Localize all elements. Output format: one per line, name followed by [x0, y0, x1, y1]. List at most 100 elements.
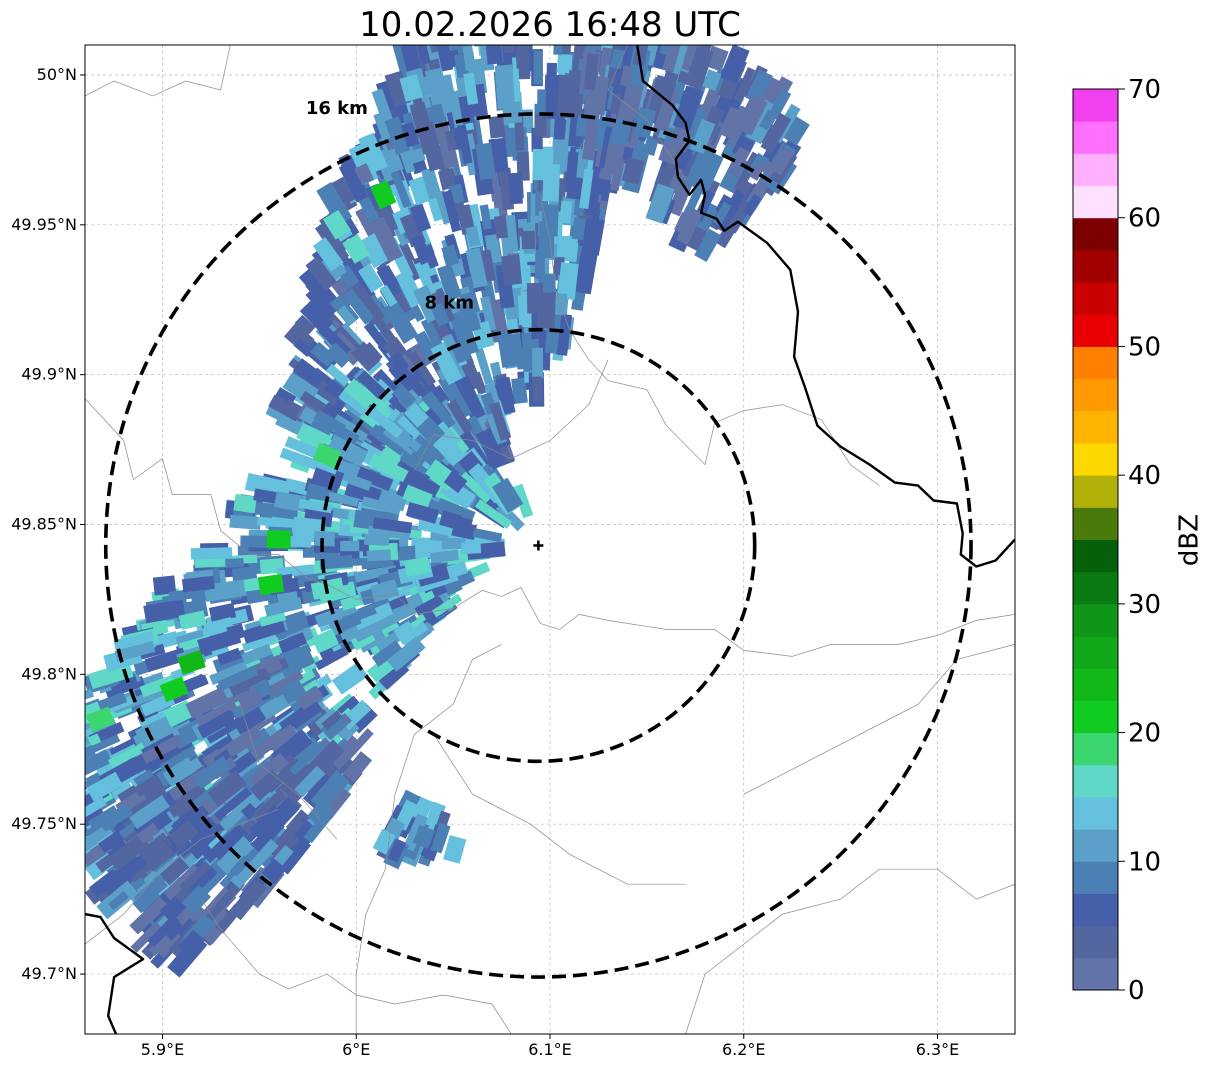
- echo-bin: [537, 89, 546, 114]
- echo-bin: [108, 835, 147, 871]
- echo-bin: [495, 376, 516, 408]
- echo-bin: [163, 779, 209, 818]
- echo-bin: [338, 387, 371, 417]
- echo-bin: [429, 549, 459, 564]
- echo-bin: [379, 284, 398, 307]
- echo-bin: [464, 0, 482, 43]
- echo-bin: [325, 363, 351, 387]
- echo-bin: [293, 338, 314, 358]
- echo-bin: [543, 74, 562, 120]
- echo-bin: [342, 287, 375, 325]
- echo-bin: [85, 771, 88, 793]
- echo-bin: [640, 0, 665, 19]
- echo-bin: [152, 575, 177, 596]
- echo-bin: [481, 249, 496, 282]
- echo-bin: [286, 535, 312, 548]
- y-tick-label: 49.95°N: [11, 215, 77, 234]
- echo-bin: [436, 263, 463, 302]
- echo-bin: [361, 496, 402, 515]
- echo-bin: [51, 729, 80, 749]
- echo-bin: [719, 45, 750, 84]
- echo-bin: [163, 699, 195, 728]
- echo-bin: [515, 45, 531, 80]
- echo-bin: [192, 755, 232, 789]
- echo-bin: [46, 754, 77, 778]
- echo-bin: [676, 207, 703, 246]
- echo-bin: [133, 774, 162, 798]
- colorbar-tick-label: 30: [1128, 590, 1161, 620]
- radar-map: 8 km 16 km 5.9°E 6°E 6.1°E 6.2°E 6.3°E 50°N 49…: [11, 0, 1016, 1059]
- echo-bin: [338, 161, 369, 203]
- echo-bin: [425, 459, 452, 486]
- echo-bin: [441, 244, 460, 267]
- echo-bin: [516, 0, 528, 30]
- echo-bin: [147, 914, 180, 948]
- echo-bin: [242, 618, 286, 644]
- echo-bin: [410, 234, 433, 266]
- echo-bin: [216, 647, 242, 666]
- echo-bin: [571, 217, 586, 241]
- echo-bin: [143, 783, 168, 806]
- colorbar-swatch: [1073, 957, 1118, 991]
- colorbar-swatch: [1073, 410, 1118, 444]
- echo-bin: [541, 204, 559, 237]
- echo-bin: [444, 130, 458, 151]
- echo-bin: [207, 770, 247, 807]
- echo-bin: [95, 691, 128, 713]
- echo-bin: [85, 688, 95, 703]
- echo-bin: [440, 0, 455, 38]
- echo-bin: [294, 314, 316, 336]
- echo-bin: [430, 822, 451, 854]
- echo-bin: [314, 646, 349, 671]
- echo-bin: [375, 78, 406, 125]
- echo-bin: [321, 710, 343, 731]
- echo-bin: [249, 752, 289, 790]
- echo-bin: [213, 838, 239, 865]
- echo-bin: [619, 65, 634, 87]
- echo-bin: [427, 197, 443, 222]
- admin-3: [539, 194, 880, 486]
- echo-bin: [13, 775, 43, 800]
- echo-bin: [657, 5, 677, 43]
- echo-bin: [382, 300, 419, 344]
- echo-bin: [340, 540, 360, 552]
- colorbar-swatch: [1073, 603, 1118, 637]
- echo-bin: [653, 87, 680, 133]
- radar-site-marker: [533, 540, 544, 551]
- echo-bin: [259, 611, 287, 627]
- colorbar-swatch: [1073, 861, 1118, 894]
- echo-bin: [368, 453, 409, 483]
- echo-bin: [203, 831, 236, 864]
- admin-boundaries: [85, 45, 1015, 1034]
- echo-bin: [376, 265, 403, 298]
- echo-bin: [533, 50, 542, 85]
- x-axis-ticks: 5.9°E 6°E 6.1°E 6.2°E 6.3°E: [141, 1034, 959, 1059]
- echo-bin: [412, 824, 435, 849]
- echo-bin: [249, 804, 287, 842]
- echo-bin: [390, 171, 412, 209]
- echo-bin: [715, 190, 746, 233]
- echo-bin: [465, 225, 481, 248]
- echo-bin: [442, 190, 462, 233]
- echo-bin: [352, 465, 394, 492]
- echo-bin: [378, 448, 401, 469]
- echo-bin: [312, 237, 344, 272]
- echo-bin: [433, 433, 466, 467]
- echo-bin: [343, 378, 377, 410]
- echo-bin: [347, 474, 372, 491]
- echo-bin: [353, 613, 397, 643]
- x-tick-label: 6.1°E: [528, 1040, 572, 1059]
- echo-bin: [35, 792, 67, 815]
- echo-bin: [534, 113, 547, 136]
- border-north: [636, 45, 1015, 568]
- echo-bin: [132, 886, 161, 914]
- echo-bin: [574, 251, 598, 295]
- echo-bin: [130, 798, 153, 817]
- echo-bin: [441, 45, 457, 48]
- echo-bin: [409, 341, 433, 369]
- admin-1: [85, 45, 231, 97]
- echo-bin: [41, 730, 75, 750]
- echo-bin: [45, 743, 80, 767]
- echo-bin: [404, 556, 431, 577]
- echo-bin: [424, 67, 450, 106]
